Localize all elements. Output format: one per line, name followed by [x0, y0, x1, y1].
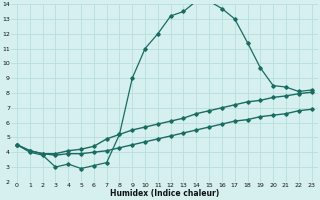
X-axis label: Humidex (Indice chaleur): Humidex (Indice chaleur) — [110, 189, 219, 198]
